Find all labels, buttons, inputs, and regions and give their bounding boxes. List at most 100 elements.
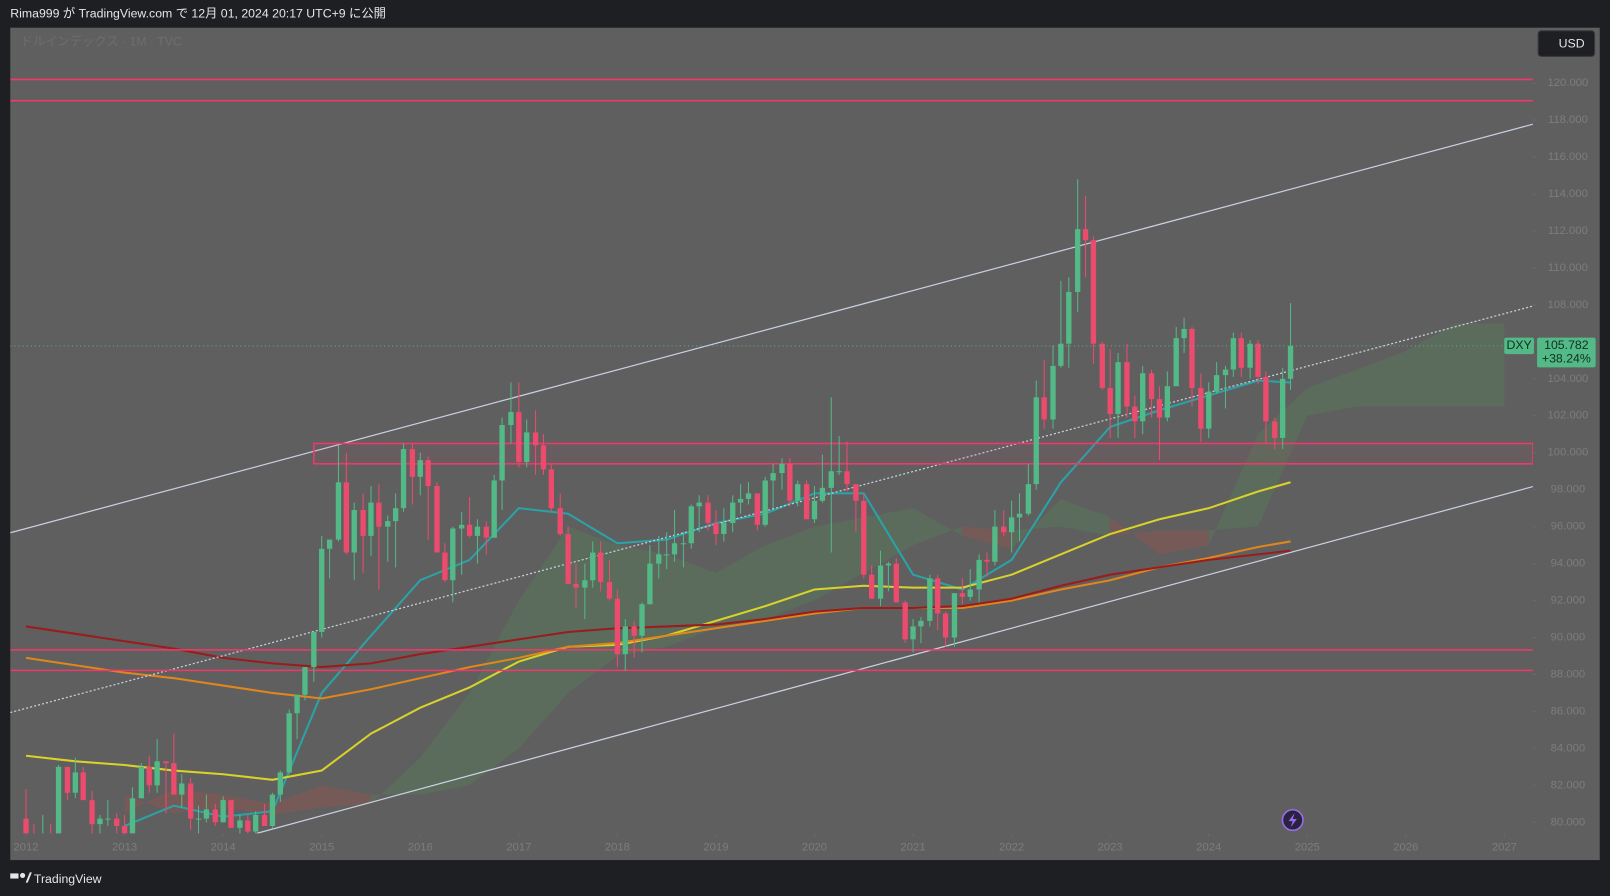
candle-body [466, 524, 473, 536]
cloud-segment [469, 600, 519, 786]
cloud-segment [863, 508, 914, 573]
cloud-segment [1060, 498, 1111, 536]
candle-body [417, 460, 423, 477]
candle-body [442, 552, 448, 581]
candle-body [696, 502, 702, 507]
x-tick-label: 2023 [1098, 842, 1123, 854]
candle-body [105, 818, 111, 820]
candle-body [72, 772, 78, 793]
cloud-segment [1455, 323, 1505, 407]
candle-body [97, 818, 103, 825]
moving-average [25, 540, 1291, 700]
candle-body [713, 522, 719, 535]
candle-body [1008, 517, 1015, 533]
candle-body [1181, 328, 1187, 339]
cloud-segment [420, 692, 470, 795]
candle-body [910, 626, 916, 640]
candle-body [1033, 397, 1039, 485]
candle-body [458, 524, 465, 529]
candle-body [1230, 338, 1237, 370]
candle-body [1107, 388, 1113, 414]
alert-icon-bolt [1288, 812, 1297, 828]
y-tick-label: 84.000 [1551, 742, 1586, 754]
candle-body [606, 582, 613, 599]
candle-body [754, 493, 761, 525]
footer-logo[interactable]: TradingView [10, 872, 102, 886]
candle-body [450, 528, 456, 581]
candle-body [1189, 328, 1195, 389]
logo-mark [20, 872, 26, 879]
candle-body [1287, 345, 1294, 379]
candle-body [730, 502, 736, 523]
candle-body [548, 469, 555, 509]
candle-body [902, 602, 908, 640]
candle-body [877, 565, 884, 599]
candle-body [1222, 369, 1229, 376]
y-tick-label: 110.000 [1548, 262, 1588, 274]
candle-body [351, 510, 357, 553]
candle-body [992, 526, 998, 562]
candle-body [360, 510, 366, 536]
candle-body [228, 800, 234, 828]
cloud-segment [1307, 369, 1357, 416]
candle-body [721, 522, 727, 535]
candle-body [237, 820, 243, 828]
candle-body [1156, 399, 1163, 418]
price-tag [1537, 337, 1596, 368]
candle-body [893, 563, 899, 603]
candle-body [434, 485, 440, 553]
x-tick-label: 2017 [506, 842, 531, 854]
currency-button[interactable] [1537, 30, 1596, 57]
candle-body [23, 818, 29, 834]
x-tick-label: 2014 [211, 842, 236, 854]
candle-body [163, 761, 169, 764]
candle-body [1263, 376, 1269, 422]
candle-body [1050, 365, 1056, 420]
candle-body [385, 521, 391, 527]
cloud-segment [568, 526, 618, 693]
y-tick-label: 112.000 [1548, 225, 1588, 237]
candle-body [614, 598, 621, 655]
candle-body [795, 484, 801, 501]
x-tick-label: 2025 [1295, 842, 1320, 854]
y-tick-label: 120.000 [1548, 77, 1589, 89]
cloud-segment [715, 545, 766, 629]
x-tick-label: 2013 [112, 842, 137, 854]
candle-body [1238, 338, 1244, 368]
candle-body [524, 432, 530, 462]
candle-body [1164, 386, 1171, 418]
candle-body [656, 554, 662, 564]
candle-body [368, 502, 374, 536]
candle-body [631, 626, 637, 636]
cloud-segment [1258, 388, 1308, 527]
candle-body [203, 809, 210, 819]
symbol-tag-label: DXY [1506, 338, 1531, 352]
candle-body [1132, 406, 1138, 422]
y-tick-label: 92.000 [1551, 595, 1586, 607]
cloud-segment [272, 785, 322, 815]
x-tick-label: 2015 [309, 842, 334, 854]
candle-body [1198, 388, 1204, 429]
candle-body [392, 508, 399, 522]
symbol-legend: ドルインデックス · 1M · TVC [21, 33, 182, 48]
candle-body [508, 412, 514, 426]
candle-body [376, 502, 382, 527]
logo-mark [25, 872, 32, 883]
candle-body [425, 460, 431, 486]
candle-body [935, 578, 941, 614]
zone-box [313, 442, 1533, 465]
candle-body [967, 589, 973, 597]
cloud-segment [1159, 530, 1209, 555]
candle-body [1255, 343, 1261, 377]
candle-body [770, 473, 776, 481]
y-tick-label: 86.000 [1551, 705, 1586, 717]
candle-body [1213, 375, 1220, 392]
candle-body [927, 578, 933, 621]
candle-body [573, 583, 579, 588]
candle-body [1001, 526, 1007, 533]
candle-body [474, 526, 481, 536]
candle-body [951, 593, 958, 638]
candle-body [779, 463, 785, 474]
candle-body [663, 554, 670, 556]
